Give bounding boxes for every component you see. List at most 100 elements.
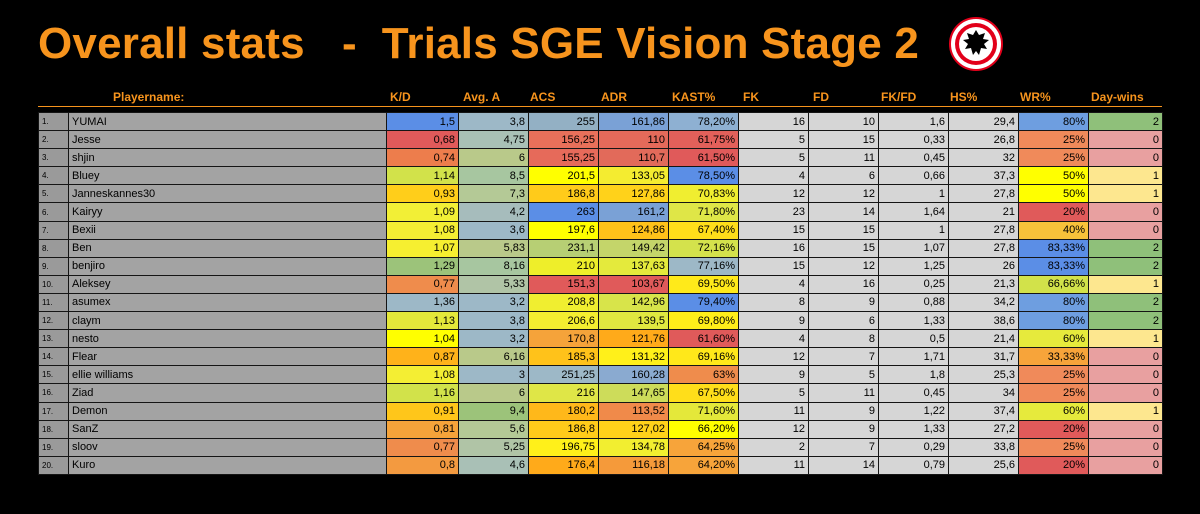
avga-cell: 8,5 [458, 166, 529, 186]
kast-cell: 78,20% [668, 111, 739, 132]
fd-cell: 6 [808, 166, 879, 186]
wr-cell: 80% [1018, 311, 1089, 331]
acs-cell: 186,8 [528, 419, 599, 439]
avga-cell: 4,6 [458, 455, 529, 475]
rank-cell: 14. [38, 347, 69, 367]
player-name-cell: Kairyy [68, 202, 387, 222]
kast-cell: 67,50% [668, 383, 739, 403]
table-row: 8. Ben 1,07 5,83 231,1 149,42 72,16% 16 15 1,07 27… [38, 238, 1163, 258]
kd-cell: 0,77 [386, 437, 459, 457]
kd-cell: 0,8 [386, 455, 459, 475]
fkfd-cell: 1 [878, 220, 949, 240]
rank-cell: 13. [38, 329, 69, 349]
fd-cell: 12 [808, 256, 879, 276]
daywins-cell: 0 [1088, 383, 1163, 403]
player-name-cell: nesto [68, 329, 387, 349]
wr-cell: 25% [1018, 383, 1089, 403]
fd-cell: 9 [808, 292, 879, 313]
kd-cell: 0,93 [386, 184, 459, 204]
player-name-cell: Ziad [68, 383, 387, 403]
avga-cell: 7,3 [458, 184, 529, 204]
fd-cell: 7 [808, 437, 879, 457]
wr-cell: 20% [1018, 455, 1089, 475]
kast-cell: 64,20% [668, 455, 739, 475]
acs-cell: 216 [528, 383, 599, 403]
fkfd-cell: 0,33 [878, 130, 949, 150]
avga-cell: 5,83 [458, 238, 529, 258]
col-header-adr: ADR [601, 90, 627, 104]
col-header-fkfd: FK/FD [881, 90, 917, 104]
kd-cell: 1,08 [386, 365, 459, 385]
kd-cell: 0,74 [386, 148, 459, 168]
adr-cell: 133,05 [598, 166, 669, 186]
avga-cell: 4,75 [458, 130, 529, 150]
col-header-avga: Avg. A [463, 90, 501, 104]
daywins-cell: 1 [1088, 184, 1163, 204]
fkfd-cell: 0,66 [878, 166, 949, 186]
fk-cell: 5 [738, 130, 809, 150]
daywins-cell: 2 [1088, 256, 1163, 276]
daywins-cell: 1 [1088, 329, 1163, 349]
adr-cell: 139,5 [598, 311, 669, 331]
kast-cell: 69,50% [668, 274, 739, 294]
fk-cell: 4 [738, 166, 809, 186]
kast-cell: 63% [668, 365, 739, 385]
hs-cell: 26,8 [948, 130, 1019, 150]
fd-cell: 12 [808, 184, 879, 204]
avga-cell: 3,6 [458, 220, 529, 240]
daywins-cell: 2 [1088, 111, 1163, 132]
wr-cell: 60% [1018, 329, 1089, 349]
kd-cell: 1,14 [386, 166, 459, 186]
avga-cell: 6 [458, 148, 529, 168]
player-name-cell: sloov [68, 437, 387, 457]
acs-cell: 206,6 [528, 311, 599, 331]
player-name-cell: Ben [68, 238, 387, 258]
player-name-cell: SanZ [68, 419, 387, 439]
kd-cell: 0,77 [386, 274, 459, 294]
fd-cell: 14 [808, 202, 879, 222]
fd-cell: 15 [808, 130, 879, 150]
daywins-cell: 2 [1088, 238, 1163, 258]
player-name-cell: claym [68, 311, 387, 331]
fk-cell: 5 [738, 148, 809, 168]
adr-cell: 116,18 [598, 455, 669, 475]
adr-cell: 124,86 [598, 220, 669, 240]
player-name-cell: Bexii [68, 220, 387, 240]
adr-cell: 149,42 [598, 238, 669, 258]
avga-cell: 6 [458, 383, 529, 403]
stats-table-body: 1. YUMAI 1,5 3,8 255 161,86 78,20% 16 10 1,6 29,4 8… [38, 111, 1163, 475]
daywins-cell: 0 [1088, 220, 1163, 240]
acs-cell: 180,2 [528, 401, 599, 421]
daywins-cell: 0 [1088, 419, 1163, 439]
player-name-cell: Janneskannes30 [68, 184, 387, 204]
fkfd-cell: 0,29 [878, 437, 949, 457]
wr-cell: 25% [1018, 437, 1089, 457]
fd-cell: 7 [808, 347, 879, 367]
acs-cell: 255 [528, 111, 599, 132]
hs-cell: 31,7 [948, 347, 1019, 367]
kd-cell: 1,36 [386, 292, 459, 313]
table-row: 9. benjiro 1,29 8,16 210 137,63 77,16% 15 12 1,25… [38, 256, 1163, 276]
kd-cell: 1,04 [386, 329, 459, 349]
fd-cell: 5 [808, 365, 879, 385]
table-row: 19. sloov 0,77 5,25 196,75 134,78 64,25% 2 7 0,29… [38, 437, 1163, 457]
acs-cell: 170,8 [528, 329, 599, 349]
adr-cell: 113,52 [598, 401, 669, 421]
table-header: Playername: K/D Avg. A ACS ADR KAST% FK … [38, 88, 1162, 107]
kd-cell: 1,5 [386, 111, 459, 132]
kast-cell: 72,16% [668, 238, 739, 258]
table-row: 12. claym 1,13 3,8 206,6 139,5 69,80% 9 6 1,33 38,… [38, 311, 1163, 331]
kd-cell: 0,68 [386, 130, 459, 150]
hs-cell: 34 [948, 383, 1019, 403]
fk-cell: 5 [738, 383, 809, 403]
avga-cell: 5,25 [458, 437, 529, 457]
acs-cell: 196,75 [528, 437, 599, 457]
col-header-kd: K/D [390, 90, 411, 104]
kd-cell: 1,16 [386, 383, 459, 403]
hs-cell: 25,6 [948, 455, 1019, 475]
hs-cell: 21,3 [948, 274, 1019, 294]
fkfd-cell: 1,33 [878, 311, 949, 331]
acs-cell: 208,8 [528, 292, 599, 313]
kd-cell: 0,87 [386, 347, 459, 367]
player-name-cell: Demon [68, 401, 387, 421]
